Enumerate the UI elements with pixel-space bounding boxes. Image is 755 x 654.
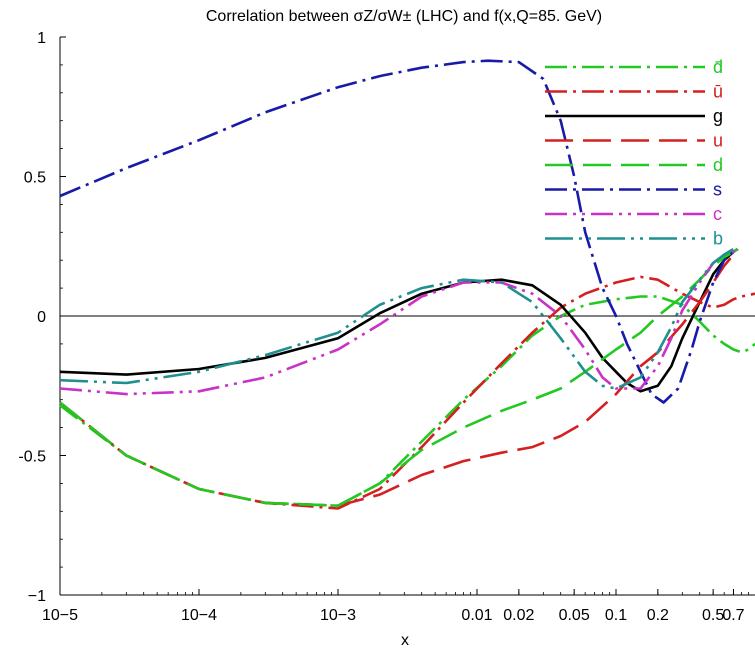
x-tick-label: 0.02 [503,607,534,624]
legend-label: ū [713,82,723,102]
x-tick-label: 10−5 [42,607,78,624]
series-line-6 [59,247,739,396]
legend-label: c [713,204,722,224]
legend-label: d̄ [713,57,723,77]
series-line-5 [59,59,739,404]
series-layer [59,59,755,510]
x-tick-label: 0.05 [559,607,590,624]
legend-label: b [713,229,723,249]
legend-label: s [713,180,722,200]
x-tick-label: 0.01 [461,607,492,624]
x-tick-label: 0.7 [722,607,744,624]
axes: 1 0.5 0 -0.5 −1 10−5 10−4 10−3 0.01 0.02 0.05 0.1 0.… [18,30,755,624]
legend-label: u [713,131,723,151]
y-tick-label: -0.5 [18,449,46,466]
y-tick-label: −1 [28,588,46,605]
series-line-4 [59,247,739,507]
series-line-3 [59,248,739,507]
x-tick-label: 10−4 [181,607,217,624]
legend-label: g [713,106,723,126]
legend-label: d [713,155,723,175]
x-tick-label: 0.1 [605,607,627,624]
x-tick-label: 0.5 [702,607,724,624]
series-line-7 [59,247,738,390]
x-axis-label: x [401,632,409,649]
chart-title: Correlation between σZ/σW± (LHC) and f(x… [206,8,602,25]
series-line-2 [59,247,739,393]
y-tick-label: 0.5 [24,170,46,187]
x-tick-label: 0.2 [647,607,669,624]
series-line-1 [59,275,755,510]
y-tick-label: 1 [37,30,46,47]
y-tick-label: 0 [37,309,46,326]
x-tick-label: 10−3 [320,607,356,624]
